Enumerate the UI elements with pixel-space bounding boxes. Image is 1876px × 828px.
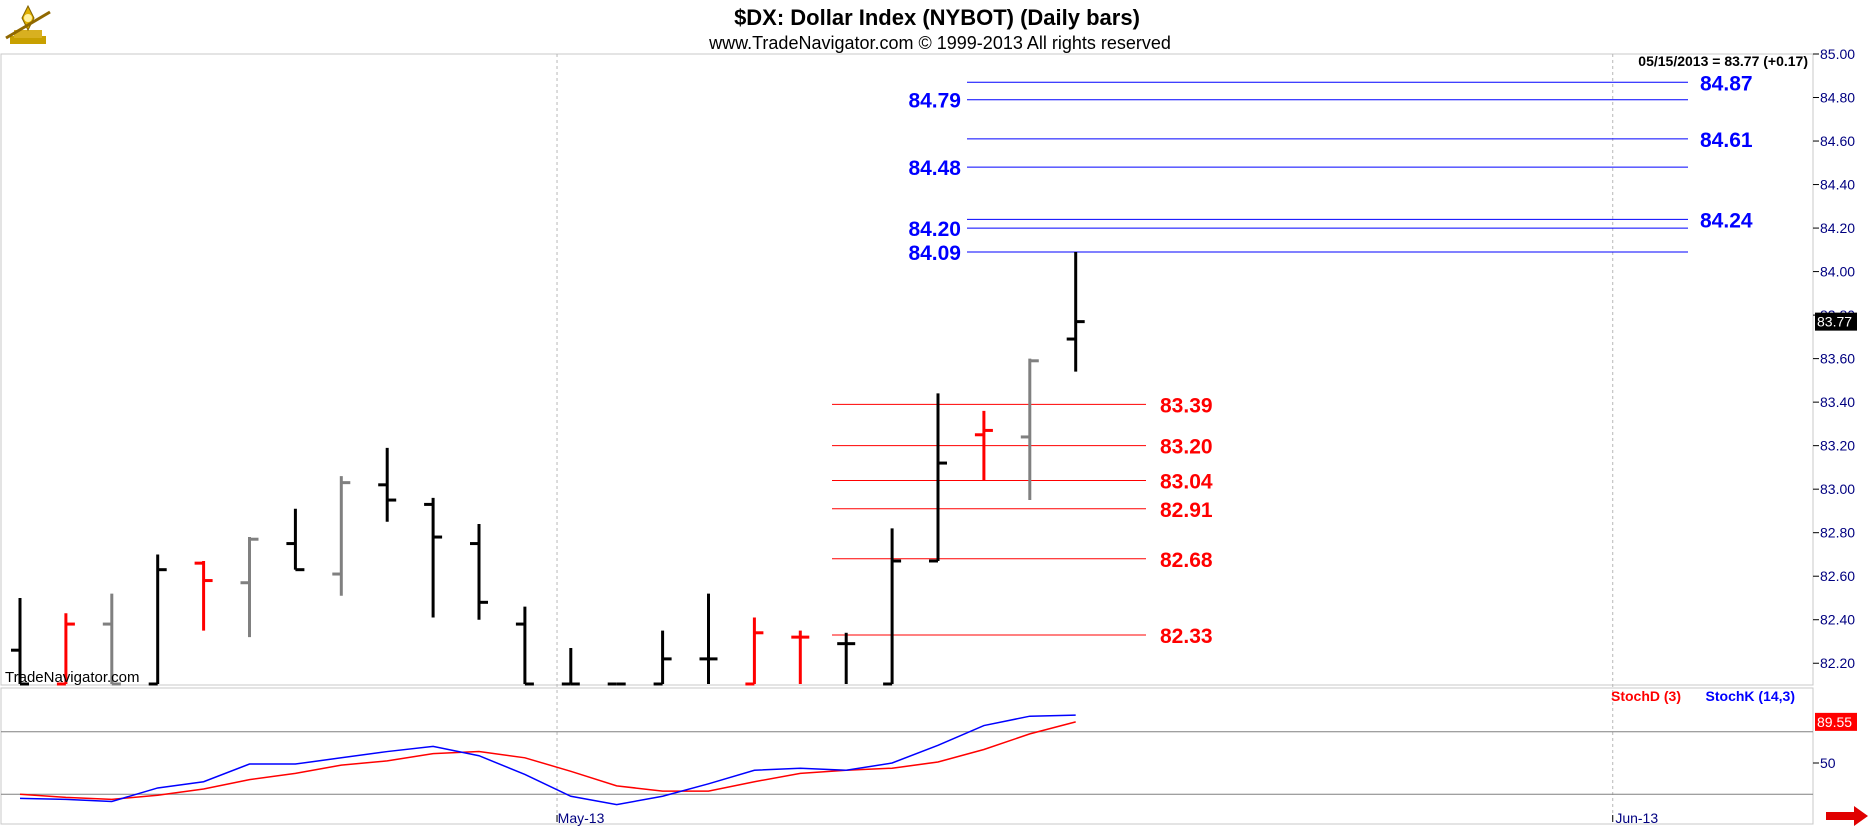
price-tick-label: 82.20 [1820, 655, 1855, 671]
price-tick-label: 84.40 [1820, 177, 1855, 193]
ohlc-bar [56, 613, 75, 686]
grid-layer [556, 54, 1614, 820]
stoch-tick-label: 50 [1820, 755, 1836, 771]
ohlc-bar [378, 447, 397, 522]
ohlc-bar [929, 393, 947, 563]
price-tick-label: 83.20 [1820, 438, 1855, 454]
ohlc-bar [745, 617, 764, 686]
resistance-label: 84.61 [1700, 129, 1753, 152]
resistance-label: 84.79 [908, 90, 961, 113]
support-label: 82.68 [1160, 549, 1213, 572]
support-label: 83.20 [1160, 436, 1213, 459]
support-label: 83.39 [1160, 394, 1213, 417]
price-tick-label: 83.60 [1820, 351, 1855, 367]
last-price-box [1815, 312, 1857, 331]
stochd-value-box [1815, 712, 1857, 731]
ohlc-bar [102, 593, 121, 686]
ohlc-bar [332, 476, 351, 596]
logo-icon [5, 4, 51, 44]
ohlc-bar [11, 597, 29, 686]
price-tick-label: 82.40 [1820, 612, 1855, 628]
ohlc-bar [974, 410, 993, 481]
ohlc-bar [561, 648, 580, 686]
ohlc-bar [240, 537, 259, 638]
watermark-text: TradeNavigator.com [5, 669, 140, 686]
resistance-label: 84.87 [1700, 72, 1753, 95]
price-axis: 85.0084.8084.6084.4084.2084.0083.8083.60… [1813, 46, 1857, 671]
ohlc-bar [699, 593, 718, 684]
price-tick-label: 84.00 [1820, 264, 1855, 280]
last-quote: 05/15/2013 = 83.77 (+0.17) [1638, 53, 1808, 69]
stochd-line [19, 721, 1076, 801]
chart-subtitle: www.TradeNavigator.com © 1999-2013 All r… [708, 33, 1171, 53]
ohlc-bar [1020, 358, 1039, 501]
ohlc-bar [470, 523, 488, 620]
date-axis: May-13 Jun-13 [556, 810, 1658, 826]
ohlc-bar [791, 630, 810, 684]
support-label: 82.91 [1160, 499, 1213, 522]
resistance-label: 84.48 [908, 157, 961, 180]
price-tick-label: 82.80 [1820, 525, 1855, 541]
price-tick-label: 84.60 [1820, 133, 1855, 149]
resistance-label: 84.09 [908, 242, 961, 265]
support-label: 83.04 [1160, 470, 1213, 493]
stochd-value-label: 89.55 [1817, 714, 1852, 730]
price-tick-label: 85.00 [1820, 46, 1855, 62]
ohlc-bar [837, 632, 856, 684]
resistance-label: 84.24 [1700, 209, 1753, 232]
ohlc-bars [11, 252, 1085, 686]
ohlc-bar [515, 606, 534, 686]
support-label: 82.33 [1160, 625, 1213, 648]
stochk-line [19, 714, 1076, 806]
ohlc-bar [424, 497, 443, 618]
ohlc-bar [1066, 252, 1085, 372]
ohlc-bar [286, 508, 305, 572]
ohlc-bar [653, 630, 672, 686]
stochk-legend: StochK (14,3) [1706, 688, 1795, 704]
chart-title: $DX: Dollar Index (NYBOT) (Daily bars) [734, 5, 1140, 30]
price-tick-label: 82.60 [1820, 568, 1855, 584]
ohlc-bar [148, 554, 167, 686]
last-price-label: 83.77 [1817, 314, 1852, 330]
price-plot-frame [0, 53, 1814, 686]
stochastic-plot-frame [0, 687, 1814, 825]
ohlc-bar [883, 528, 902, 686]
price-tick-label: 84.80 [1820, 90, 1855, 106]
resistance-label: 84.20 [908, 218, 961, 241]
date-tick-label: May-13 [558, 810, 605, 826]
price-tick-label: 83.40 [1820, 394, 1855, 410]
price-tick-label: 83.00 [1820, 481, 1855, 497]
scroll-right-arrow-icon[interactable] [1826, 806, 1868, 826]
ohlc-bar [194, 560, 213, 631]
stochastic-panel: 50 89.55 [1, 712, 1857, 806]
date-tick-label: Jun-13 [1615, 810, 1658, 826]
stochd-legend: StochD (3) [1611, 688, 1681, 704]
price-tick-label: 84.20 [1820, 220, 1855, 236]
